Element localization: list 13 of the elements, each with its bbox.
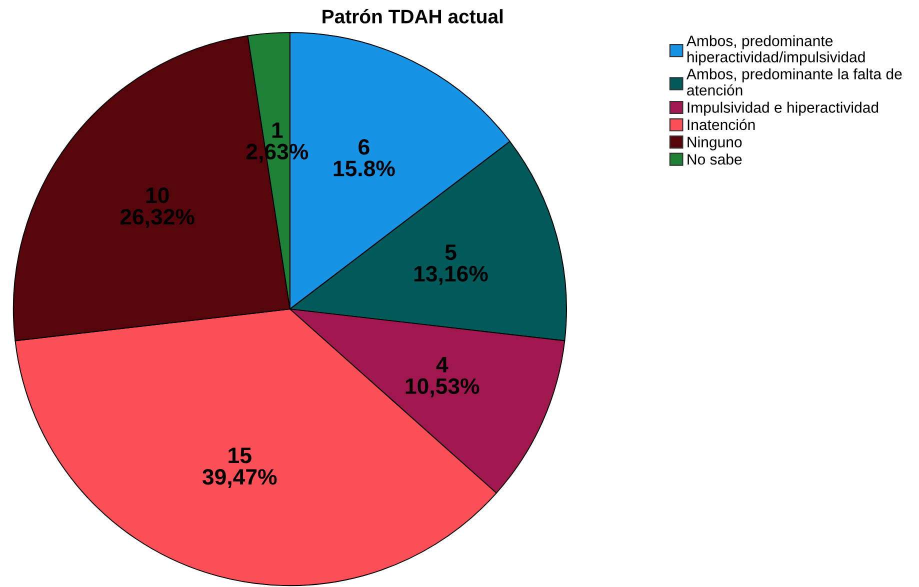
legend-label: Inatención: [688, 118, 755, 130]
data-label: 4 10,53%: [406, 356, 480, 398]
data-label: 15 39,47%: [202, 448, 277, 488]
legend-label: Impulsividad e hiperactividad: [688, 102, 878, 116]
data-label: 6 15.8%: [334, 139, 395, 176]
legend-label: Ninguno: [688, 136, 742, 150]
data-label: 10 26,32%: [120, 187, 194, 228]
legend-label: No sabe: [688, 154, 742, 165]
legend-label: Ambos, predominante hiperactividad/impulsividad: [686, 35, 865, 66]
data-label: 1 2,63%: [246, 122, 308, 163]
data-label: 5 13,16%: [414, 244, 488, 285]
chart-title: Patrón TDAH actual: [322, 8, 503, 24]
legend-label: Ambos, predominante la falta de atención: [686, 68, 902, 96]
